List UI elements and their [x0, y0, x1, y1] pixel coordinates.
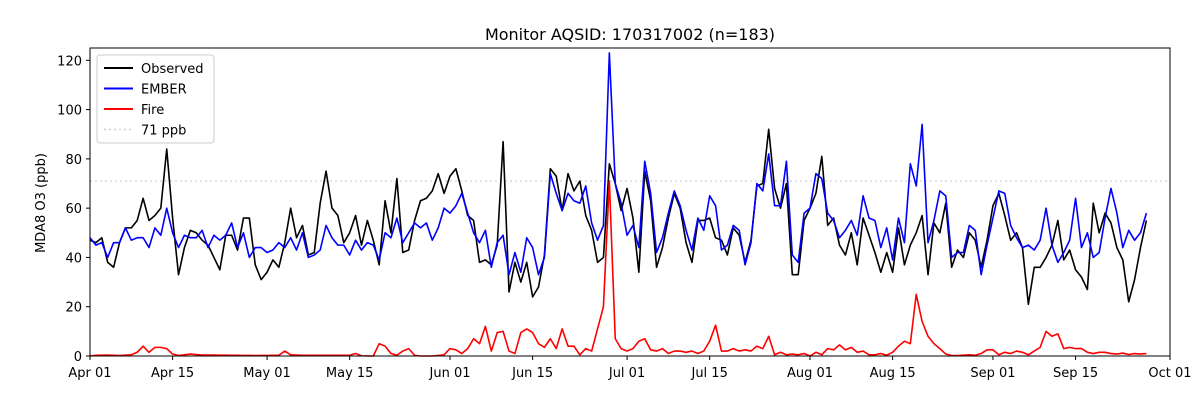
x-tick-label: May 15: [326, 366, 374, 381]
series-layer: [89, 52, 1148, 357]
y-tick-label: 40: [65, 251, 82, 266]
y-tick-label: 80: [65, 153, 82, 168]
series-line-ember: [89, 52, 1148, 276]
x-tick-label: Apr 15: [151, 366, 194, 381]
x-tick-label: Aug 15: [870, 366, 916, 381]
series-line-fire: [89, 180, 1147, 357]
x-tick-label: Jul 01: [608, 366, 645, 381]
y-axis: 0 20 40 60 80 100 120: [57, 54, 90, 365]
y-tick-label: 120: [57, 54, 82, 69]
y-tick-label: 100: [57, 104, 82, 119]
x-tick-label: Sep 01: [970, 366, 1015, 381]
x-axis: Apr 01 Apr 15 May 01 May 15 Jun 01 Jun 15 Jul …: [68, 356, 1192, 381]
plot-frame: [89, 47, 1171, 357]
x-tick-label: Aug 01: [787, 366, 833, 381]
x-tick-label: Apr 01: [68, 366, 111, 381]
legend-label: EMBER: [141, 83, 187, 98]
y-tick-label: 0: [74, 350, 82, 365]
x-tick-label: Oct 01: [1148, 366, 1191, 381]
x-tick-label: Jun 01: [429, 366, 471, 381]
legend-label: 71 ppb: [141, 124, 186, 139]
legend-label: Observed: [141, 62, 204, 77]
x-tick-label: Jun 15: [511, 366, 553, 381]
series-line-observed: [89, 128, 1148, 306]
x-tick-label: Sep 15: [1053, 366, 1098, 381]
y-tick-label: 60: [65, 202, 82, 217]
legend: Observed EMBER Fire 71 ppb: [96, 54, 215, 144]
legend-box: [96, 54, 215, 144]
x-tick-label: Jul 15: [690, 366, 727, 381]
x-tick-label: May 01: [243, 366, 291, 381]
legend-label: Fire: [141, 103, 164, 118]
y-axis-label: MDA8 O3 (ppb): [34, 153, 49, 253]
y-tick-label: 20: [65, 301, 82, 316]
chart-title: Monitor AQSID: 170317002 (n=183): [485, 25, 775, 44]
